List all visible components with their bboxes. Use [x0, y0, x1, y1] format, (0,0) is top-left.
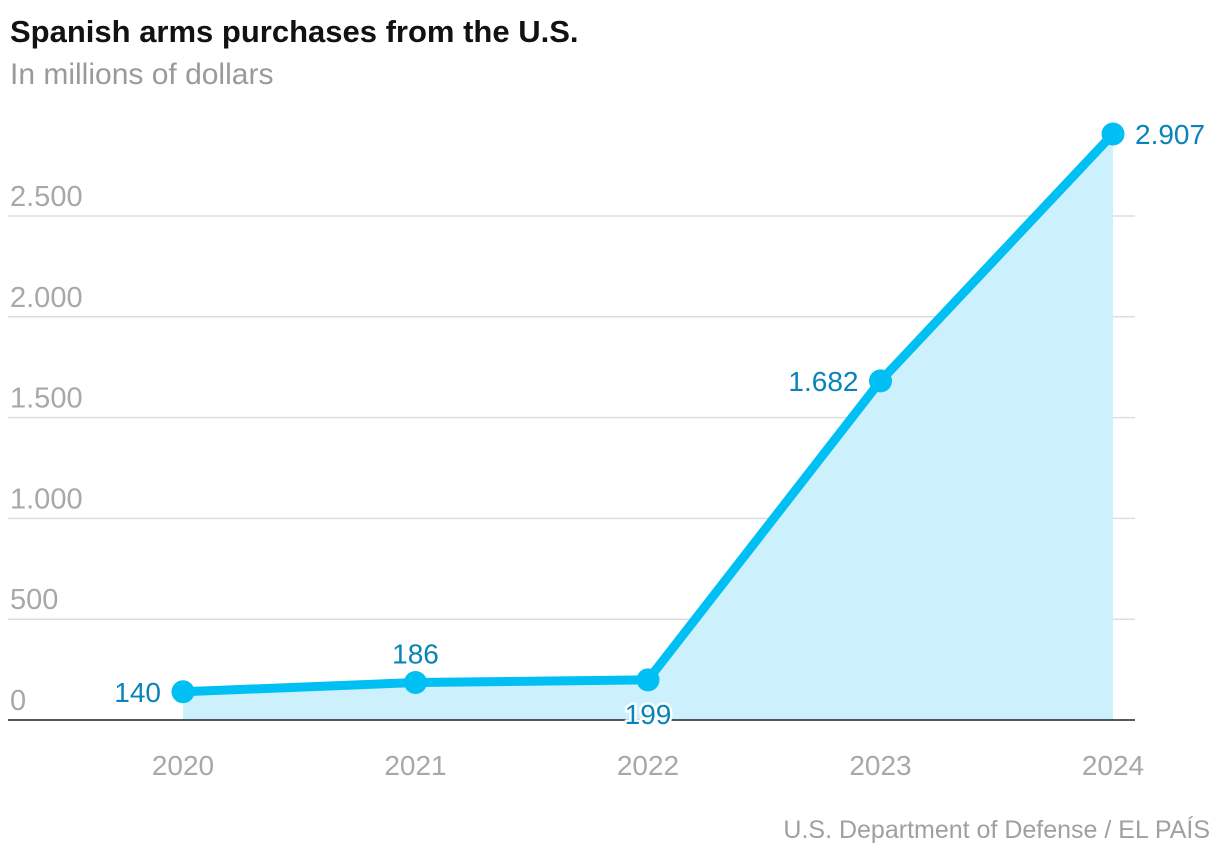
data-points [171, 122, 1125, 704]
area-layer [183, 133, 1113, 721]
data-label-2022: 199 [625, 699, 672, 730]
chart-subtitle: In millions of dollars [10, 58, 274, 91]
data-point-2021 [404, 671, 427, 695]
y-tick-label-0: 0 [10, 685, 26, 717]
data-label-2023: 1.682 [788, 366, 858, 397]
y-tick-label-2500: 2.500 [10, 181, 83, 213]
y-tick-label-1000: 1.000 [10, 483, 83, 515]
data-label-2021: 186 [392, 639, 439, 670]
y-tick-label-2000: 2.000 [10, 282, 83, 314]
line-area-chart: 0 500 1.000 1.500 2.000 2.500 140 186 199 1.682 2… [8, 119, 1205, 781]
data-label-2024: 2.907 [1135, 119, 1205, 150]
data-point-2022 [636, 668, 660, 692]
x-tick-label-2021: 2021 [384, 750, 446, 781]
x-tick-label-2022: 2022 [617, 750, 679, 781]
y-tick-label-1500: 1.500 [10, 383, 83, 415]
y-tick-label-500: 500 [10, 584, 58, 616]
x-tick-label-2020: 2020 [152, 750, 214, 781]
data-point-2023 [869, 369, 892, 393]
source-credit: U.S. Department of Defense / EL PAÍS [783, 816, 1210, 844]
x-tick-labels: 2020 2021 2022 2023 2024 [152, 750, 1144, 781]
x-tick-label-2024: 2024 [1082, 750, 1144, 781]
data-labels: 140 186 199 1.682 2.907 [114, 119, 1205, 732]
chart-title: Spanish arms purchases from the U.S. [10, 14, 579, 49]
series-area [183, 133, 1113, 721]
data-label-2020: 140 [114, 677, 161, 708]
x-tick-label-2023: 2023 [849, 750, 911, 781]
data-point-2024 [1101, 122, 1125, 146]
data-point-2020 [171, 680, 195, 704]
